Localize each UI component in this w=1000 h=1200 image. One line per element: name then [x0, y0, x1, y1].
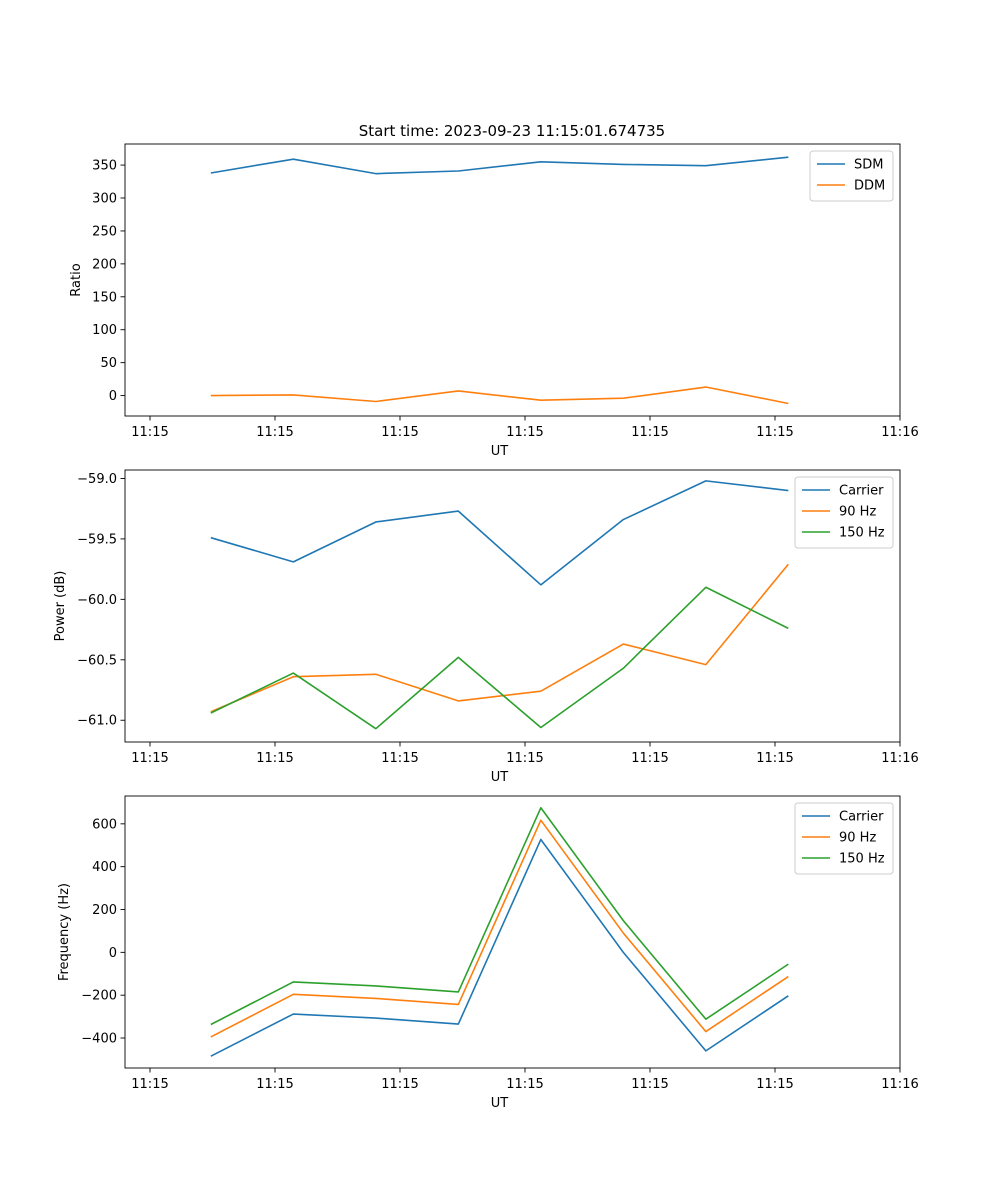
x-tick-label: 11:15 [631, 751, 668, 766]
x-axis-label: UT [491, 770, 509, 785]
legend-box [794, 476, 894, 549]
chart-panel-3: 11:15 11:15 11:15 11:15 11:15 11:15 11:16 −400 −… [57, 795, 919, 1111]
y-tick-label: 400 [92, 860, 117, 875]
series-line-sdm [210, 156, 789, 175]
y-tick-label: 350 [92, 159, 117, 174]
y-tick-label: −200 [81, 989, 117, 1004]
figure-title: Start time: 2023-09-23 11:15:01.674735 [359, 122, 665, 140]
y-tick-label: −59.0 [77, 472, 117, 487]
series-line-150-hz [210, 806, 789, 1026]
y-tick-label: 0 [109, 389, 117, 404]
series-line-90-hz [210, 819, 789, 1038]
y-tick-label: −59.5 [77, 532, 117, 547]
x-tick-label: 11:16 [881, 751, 918, 766]
x-tick-label: 11:15 [631, 425, 668, 440]
y-axis-label: Frequency (Hz) [57, 883, 72, 981]
y-tick-label: −60.0 [77, 593, 117, 608]
x-tick-label: 11:15 [381, 425, 418, 440]
legend-label: Carrier [839, 810, 884, 825]
legend-label: 150 Hz [839, 852, 885, 867]
panels: 11:15 11:15 11:15 11:15 11:15 11:15 11:16 0 50 10… [53, 143, 919, 1111]
x-tick-label: 11:16 [881, 1077, 918, 1092]
y-tick-label: −400 [81, 1032, 117, 1047]
y-tick-label: 100 [92, 323, 117, 338]
series-line-150-hz [210, 586, 789, 730]
axes-frame [124, 143, 901, 417]
x-tick-label: 11:15 [506, 425, 543, 440]
x-tick-label: 11:15 [756, 425, 793, 440]
y-tick-label: −60.5 [77, 653, 117, 668]
x-tick-label: 11:15 [131, 425, 168, 440]
y-axis-label: Ratio [69, 263, 84, 296]
legend: Carrier 90 Hz 150 Hz [794, 476, 894, 549]
x-axis-label: UT [491, 444, 509, 459]
x-tick-label: 11:15 [256, 1077, 293, 1092]
y-tick-label: −61.0 [77, 714, 117, 729]
y-tick-label: 600 [92, 817, 117, 832]
axes-frame [124, 795, 901, 1069]
x-tick-label: 11:15 [381, 1077, 418, 1092]
axes-frame [124, 469, 901, 743]
x-tick-label: 11:15 [256, 751, 293, 766]
x-tick-label: 11:15 [131, 751, 168, 766]
y-tick-label: 300 [92, 192, 117, 207]
series-line-carrier [210, 838, 789, 1057]
legend-label: 90 Hz [839, 505, 876, 520]
x-tick-label: 11:15 [756, 1077, 793, 1092]
x-tick-label: 11:15 [131, 1077, 168, 1092]
y-tick-label: 200 [92, 903, 117, 918]
x-tick-label: 11:15 [756, 751, 793, 766]
y-tick-label: 50 [100, 356, 117, 371]
legend-label: Carrier [839, 484, 884, 499]
x-tick-label: 11:15 [506, 751, 543, 766]
y-tick-label: 200 [92, 257, 117, 272]
series-line-carrier [210, 480, 789, 586]
y-tick-label: 150 [92, 290, 117, 305]
legend: Carrier 90 Hz 150 Hz [794, 802, 894, 875]
x-tick-label: 11:16 [881, 425, 918, 440]
y-tick-label: 250 [92, 224, 117, 239]
chart-panel-2: 11:15 11:15 11:15 11:15 11:15 11:15 11:16 −61.0… [53, 469, 919, 785]
legend-box [794, 802, 894, 875]
x-tick-label: 11:15 [506, 1077, 543, 1092]
series-line-ddm [210, 386, 789, 405]
y-axis-label: Power (dB) [53, 571, 68, 642]
x-axis-label: UT [491, 1096, 509, 1111]
series-line-90-hz [210, 563, 789, 713]
x-tick-label: 11:15 [256, 425, 293, 440]
legend-label: 150 Hz [839, 526, 885, 541]
legend-label: DDM [854, 179, 885, 194]
x-tick-label: 11:15 [631, 1077, 668, 1092]
y-tick-label: 0 [109, 946, 117, 961]
legend: SDM DDM [809, 150, 894, 202]
legend-label: 90 Hz [839, 831, 876, 846]
chart-panel-1: 11:15 11:15 11:15 11:15 11:15 11:15 11:16 0 50 10… [69, 143, 919, 459]
legend-label: SDM [854, 158, 883, 173]
x-tick-label: 11:15 [381, 751, 418, 766]
